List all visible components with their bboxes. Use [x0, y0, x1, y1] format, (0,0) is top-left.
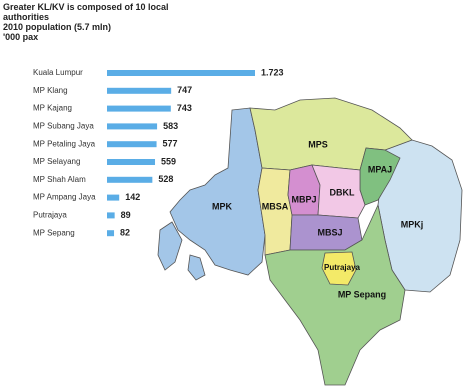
bar	[107, 141, 157, 148]
category-label: MP Subang Jaya	[33, 122, 94, 131]
region-label: Putrajaya	[324, 263, 361, 272]
category-label: MP Shah Alam	[33, 175, 86, 184]
chart-subtitle: 2010 population (5.7 mln)	[3, 22, 112, 32]
value-label: 82	[120, 228, 130, 238]
region-label: MP Sepang	[338, 289, 386, 299]
region-label: MBSJ	[317, 227, 342, 237]
region-label: MPK	[212, 201, 233, 211]
region-label: DBKL	[330, 187, 355, 197]
map: MPS MPAJ MPKj MPK MBSA MBPJ DBKL MBSJ Pu…	[157, 97, 463, 386]
unit-label: '000 pax	[3, 32, 39, 42]
region-label: MPAJ	[368, 164, 392, 174]
bar	[107, 230, 115, 237]
category-label: MP Selayang	[33, 157, 80, 166]
map-region	[169, 107, 266, 276]
category-label: Kuala Lumpur	[33, 68, 83, 77]
category-label: MP Petaling Jaya	[33, 139, 96, 148]
bar	[107, 176, 153, 183]
region-label: MBPJ	[291, 194, 316, 204]
chart-title: Greater KL/KV is composed of 10 local au…	[3, 2, 169, 22]
bar	[107, 194, 120, 201]
value-label: 743	[177, 103, 192, 113]
region-label: MPS	[308, 139, 328, 149]
bar	[107, 212, 115, 219]
bar	[107, 123, 158, 130]
region-label: MBSA	[262, 201, 289, 211]
map-island	[157, 221, 183, 271]
map-region	[311, 164, 366, 219]
map-island	[187, 254, 206, 281]
map-region	[264, 203, 406, 386]
category-label: Putrajaya	[33, 211, 67, 220]
value-label: 89	[121, 210, 131, 220]
value-label: 559	[161, 156, 176, 166]
bar	[107, 87, 172, 94]
category-label: MP Sepang	[33, 228, 75, 237]
bar-chart: Kuala Lumpur 1.723 MP Klang 747 MP Kajang 743…	[33, 67, 284, 237]
value-label: 583	[163, 121, 178, 131]
value-label: 528	[158, 174, 173, 184]
region-label: MPKj	[401, 219, 424, 229]
value-label: 577	[163, 139, 178, 149]
bar	[107, 70, 255, 76]
value-label: 1.723	[261, 67, 284, 77]
value-label: 142	[125, 192, 140, 202]
category-label: MP Klang	[33, 86, 68, 95]
bar	[107, 105, 171, 112]
value-label: 747	[177, 85, 192, 95]
bar	[107, 159, 156, 165]
map-region	[321, 251, 357, 286]
category-label: MP Kajang	[33, 104, 72, 113]
category-label: MP Ampang Jaya	[33, 193, 96, 202]
